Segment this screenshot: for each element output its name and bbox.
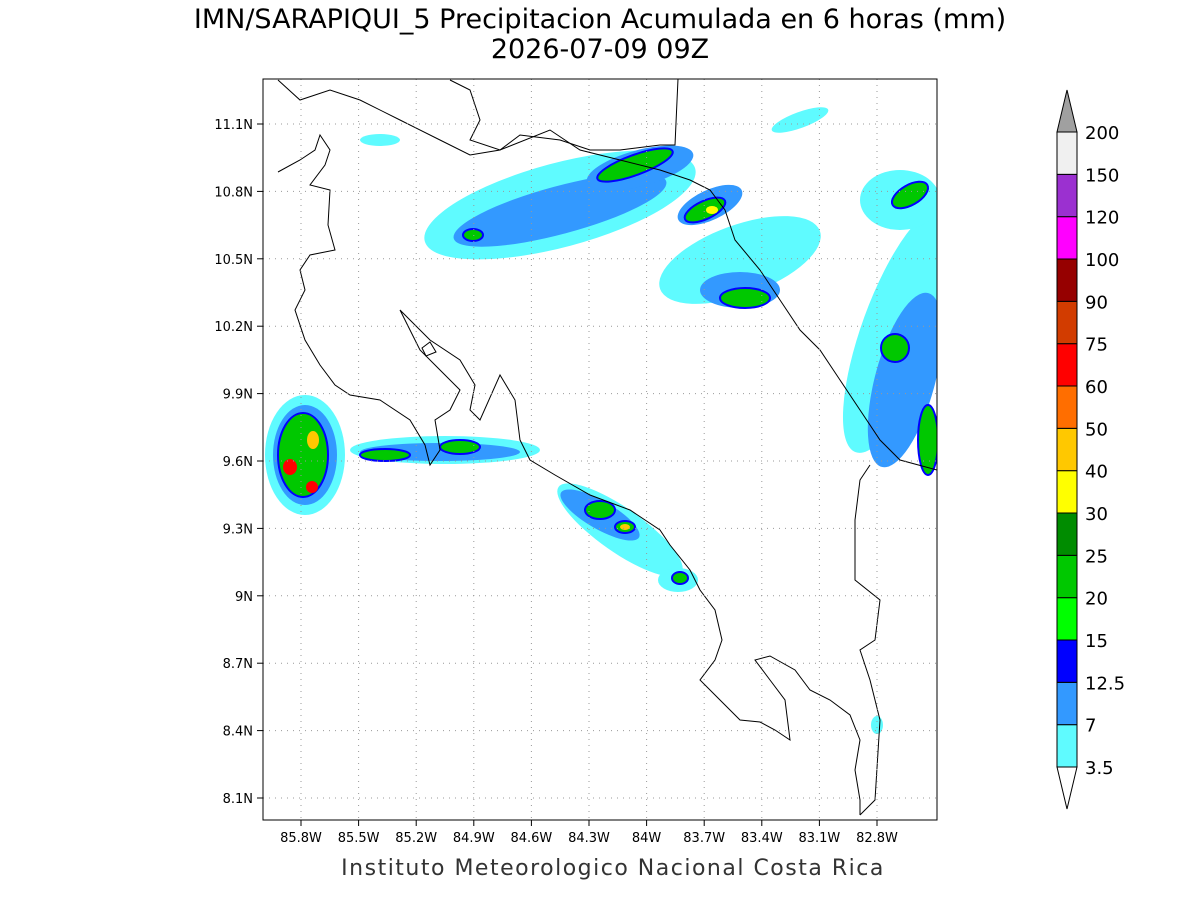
colorbar-label: 7 — [1085, 716, 1096, 737]
colorbar-segment — [1056, 512, 1078, 556]
lon-tick-label: 83.1W — [798, 831, 840, 846]
coastlines — [277, 79, 937, 816]
colorbar-label: 30 — [1085, 504, 1108, 525]
colorbar-label: 40 — [1085, 462, 1108, 483]
colorbar-label: 20 — [1085, 589, 1108, 610]
colorbar-segment — [1056, 554, 1078, 599]
colorbar-low-triangle — [1056, 766, 1078, 810]
lat-tick-label: 9.3N — [223, 522, 253, 537]
lon-tick-label: 84.9W — [453, 831, 495, 846]
colorbar-segment — [1056, 724, 1078, 768]
lon-tick-label: 83.7W — [683, 831, 725, 846]
lat-tick-label: 9N — [235, 590, 253, 605]
colorbar: 3.5 7 12.5 15 20 25 30 40 50 60 75 90 100 120 150 200 — [1056, 89, 1125, 810]
colorbar-label: 15 — [1085, 631, 1108, 652]
colorbar-segment — [1056, 258, 1078, 302]
lon-tick-label: 85.5W — [338, 831, 380, 846]
colorbar-segment — [1056, 173, 1078, 218]
lat-tick-label: 9.6N — [223, 455, 253, 470]
pacific-coast — [277, 133, 861, 815]
colorbar-label: 120 — [1085, 208, 1119, 229]
map-frame — [262, 78, 938, 821]
colorbar-segment — [1056, 639, 1078, 683]
lat-tick-label: 10.8N — [214, 185, 253, 200]
panama-border — [854, 464, 881, 816]
colorbar-segment — [1056, 597, 1078, 641]
colorbar-segment — [1056, 427, 1078, 472]
lat-tick-label: 8.1N — [223, 792, 253, 807]
rain-heavy — [277, 147, 937, 585]
lat-tick-label: 9.9N — [223, 388, 253, 403]
colorbar-segment — [1056, 216, 1078, 260]
colorbar-label: 150 — [1085, 165, 1119, 186]
colorbar-label: 100 — [1085, 250, 1119, 271]
precipitation — [265, 107, 937, 734]
colorbar-label: 90 — [1085, 292, 1108, 313]
caribbean-coast — [449, 79, 937, 471]
lon-tick-label: 82.8W — [856, 831, 898, 846]
island — [421, 341, 437, 357]
colorbar-label: 200 — [1085, 123, 1119, 144]
footer: Instituto Meteorologico Nacional Costa R… — [341, 856, 885, 881]
lon-tick-label: 85.8W — [280, 831, 322, 846]
lat-tick-label: 10.2N — [214, 320, 253, 335]
colorbar-label: 75 — [1085, 335, 1108, 356]
graticule — [257, 79, 937, 826]
lon-tick-label: 85.2W — [395, 831, 437, 846]
northern-border — [277, 79, 679, 156]
lon-tick-label: 84.3W — [568, 831, 610, 846]
colorbar-segment — [1056, 385, 1078, 429]
colorbar-segment — [1056, 131, 1078, 175]
lat-tick-label: 8.7N — [223, 657, 253, 672]
rain-moderate — [273, 145, 937, 541]
colorbar-label: 50 — [1085, 419, 1108, 440]
lat-tick-label: 10.5N — [214, 253, 253, 268]
colorbar-segment — [1056, 300, 1078, 345]
lat-tick-label: 11.1N — [214, 118, 253, 133]
subtitle: 2026-07-09 09Z — [491, 34, 709, 65]
lon-tick-label: 84.6W — [510, 831, 552, 846]
colorbar-high-triangle — [1056, 89, 1078, 133]
lat-tick-label: 8.4N — [223, 725, 253, 740]
lon-tick-label: 84W — [632, 831, 662, 846]
rain-intense — [283, 206, 718, 530]
colorbar-label: 12.5 — [1085, 673, 1125, 694]
colorbar-label: 3.5 — [1085, 758, 1114, 779]
lon-tick-label: 83.4W — [741, 831, 783, 846]
colorbar-segment — [1056, 470, 1078, 514]
colorbar-label: 25 — [1085, 546, 1108, 567]
colorbar-segment — [1056, 681, 1078, 726]
title: IMN/SARAPIQUI_5 Precipitacion Acumulada … — [194, 4, 1006, 35]
colorbar-label: 60 — [1085, 377, 1108, 398]
colorbar-segment — [1056, 343, 1078, 387]
